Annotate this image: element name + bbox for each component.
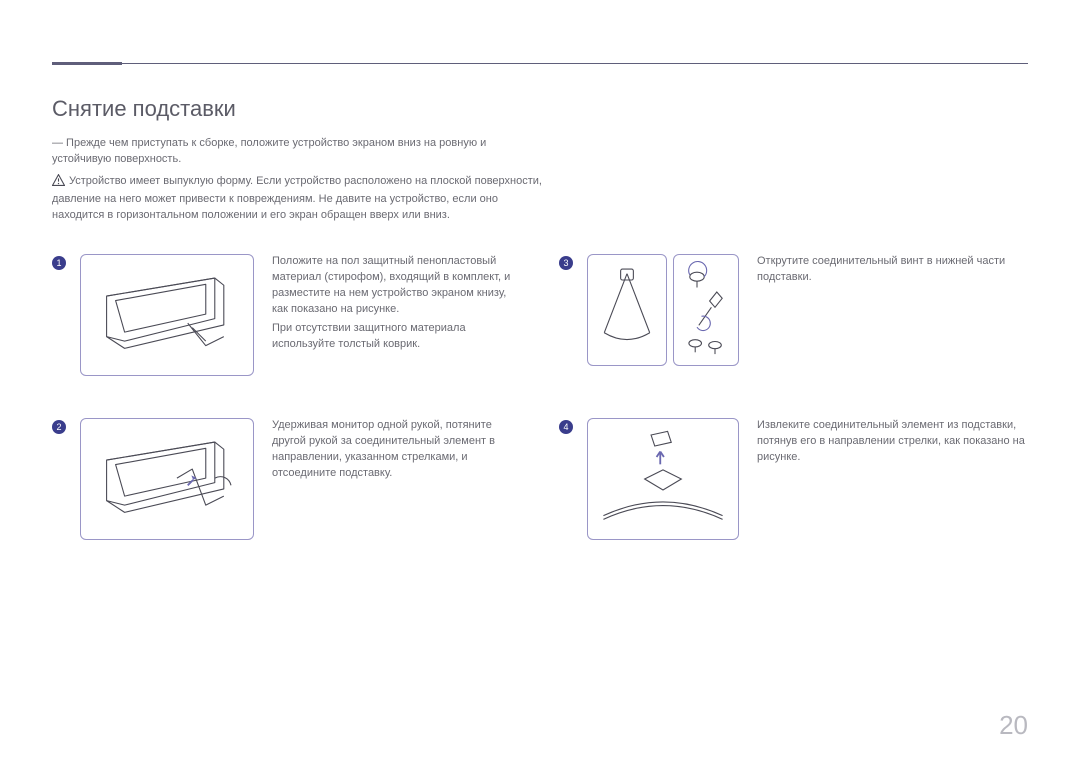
header-rule-accent bbox=[52, 62, 122, 65]
step-3-figure bbox=[587, 254, 739, 366]
step-1: 1 Положите на пол защитный пенопластовый… bbox=[52, 254, 521, 376]
step-1-figure bbox=[80, 254, 254, 376]
page-number: 20 bbox=[999, 710, 1028, 741]
header-rule bbox=[52, 63, 1028, 64]
step-3: 3 bbox=[559, 254, 1028, 376]
step-1-text: Положите на пол защитный пенопластовый м… bbox=[272, 254, 521, 358]
stand-base-icon bbox=[590, 260, 664, 360]
connector-remove-icon bbox=[594, 424, 732, 534]
step-4-text: Извлеките соединительный элемент из подс… bbox=[757, 418, 1028, 470]
step-badge-1: 1 bbox=[52, 256, 66, 270]
intro-block: ― Прежде чем приступать к сборке, положи… bbox=[52, 136, 542, 224]
intro-warning-text: Устройство имеет выпуклую форму. Если ус… bbox=[52, 175, 542, 221]
screw-unscrew-icon bbox=[679, 260, 733, 360]
intro-line-1: ― Прежде чем приступать к сборке, положи… bbox=[52, 136, 542, 168]
step-2-figure bbox=[80, 418, 254, 540]
step-3-text: Открутите соединительный винт в нижней ч… bbox=[757, 254, 1028, 290]
step-4: 4 Извлеките соединительный элемент из по… bbox=[559, 418, 1028, 540]
monitor-detach-icon bbox=[87, 424, 247, 534]
step-badge-2: 2 bbox=[52, 420, 66, 434]
step-2-text: Удерживая монитор одной рукой, потяните … bbox=[272, 418, 521, 486]
step-4-figure bbox=[587, 418, 739, 540]
intro-warning: Устройство имеет выпуклую форму. Если ус… bbox=[52, 174, 542, 224]
warning-icon bbox=[52, 174, 65, 192]
step-badge-4: 4 bbox=[559, 420, 573, 434]
monitor-foam-icon bbox=[87, 260, 247, 370]
page-title: Снятие подставки bbox=[52, 96, 1028, 122]
steps-grid: 1 Положите на пол защитный пенопластовый… bbox=[52, 254, 1028, 540]
step-badge-3: 3 bbox=[559, 256, 573, 270]
step-2: 2 Удерживая монитор одной рукой, п bbox=[52, 418, 521, 540]
